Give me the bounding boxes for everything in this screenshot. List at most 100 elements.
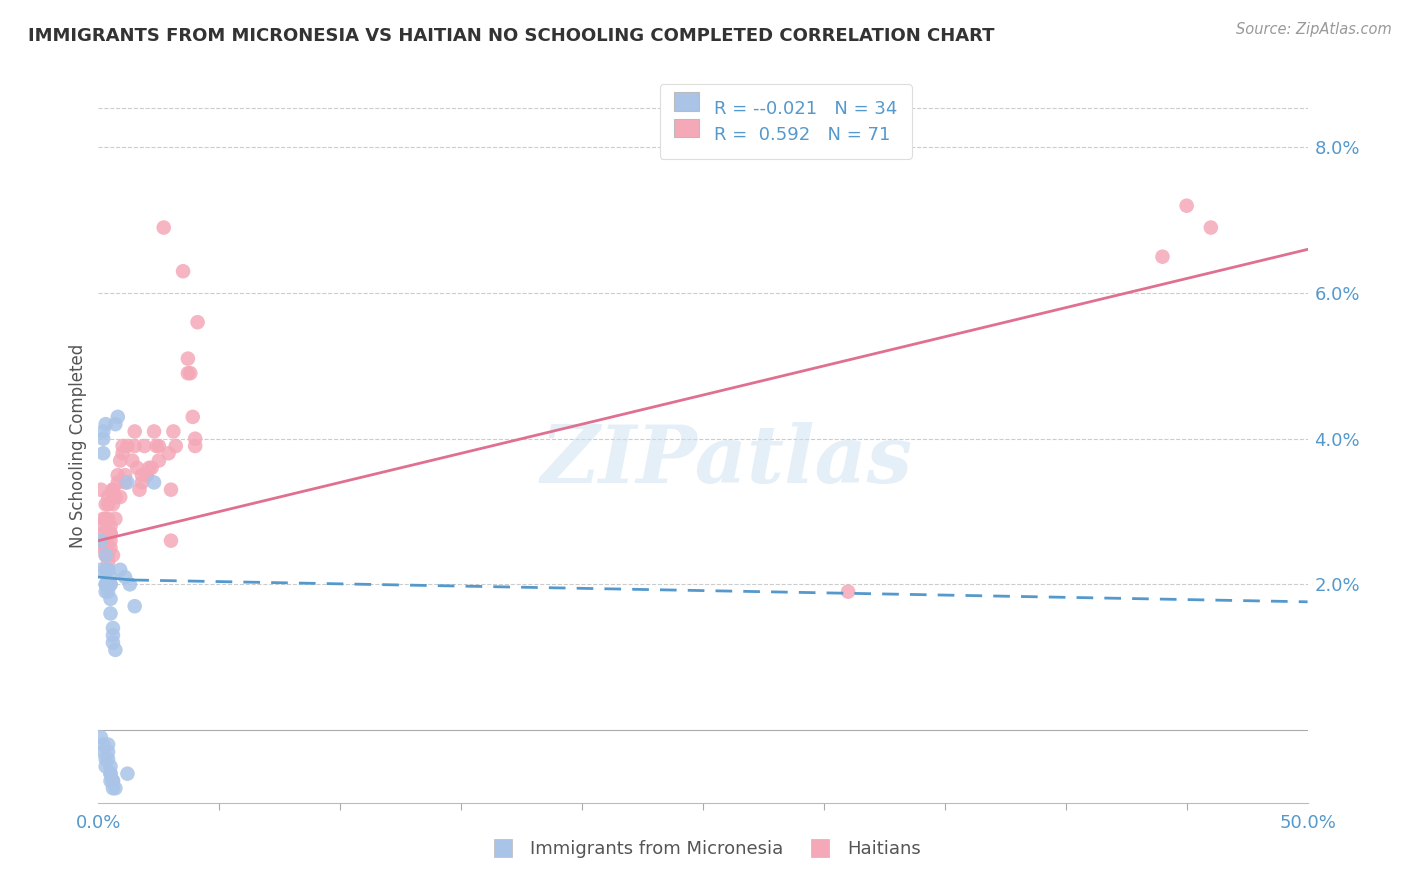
Text: ZIPatlas: ZIPatlas <box>541 422 914 499</box>
Point <box>108 490 131 504</box>
Point <box>94 752 117 766</box>
Point <box>91 745 114 759</box>
Point <box>100 526 122 541</box>
Point <box>187 315 209 329</box>
Point <box>97 584 120 599</box>
Point <box>94 577 117 591</box>
Point <box>90 483 112 497</box>
Point <box>1152 250 1174 264</box>
Point <box>97 556 120 570</box>
Point <box>91 526 114 541</box>
Point <box>114 475 136 490</box>
Point <box>117 439 139 453</box>
Point <box>148 439 170 453</box>
Point <box>97 577 120 591</box>
Point <box>91 512 114 526</box>
Point <box>100 570 122 584</box>
Point <box>145 439 167 453</box>
Point <box>101 628 124 642</box>
Point <box>100 759 122 773</box>
Point <box>91 541 114 555</box>
Point <box>90 533 112 548</box>
Point <box>97 563 120 577</box>
Point <box>104 490 127 504</box>
Point <box>94 512 117 526</box>
Point <box>91 432 114 446</box>
Point <box>100 577 122 591</box>
Point <box>124 425 146 439</box>
Point <box>118 577 141 591</box>
Point <box>111 446 134 460</box>
Point <box>100 519 122 533</box>
Point <box>184 439 207 453</box>
Point <box>97 752 120 766</box>
Point <box>143 425 166 439</box>
Point <box>94 417 117 432</box>
Point <box>128 483 150 497</box>
Point <box>135 468 157 483</box>
Point <box>117 766 139 780</box>
Point <box>101 621 124 635</box>
Point <box>101 635 124 649</box>
Point <box>107 409 129 424</box>
Point <box>104 643 127 657</box>
Point <box>100 591 122 606</box>
Text: IMMIGRANTS FROM MICRONESIA VS HAITIAN NO SCHOOLING COMPLETED CORRELATION CHART: IMMIGRANTS FROM MICRONESIA VS HAITIAN NO… <box>28 27 994 45</box>
Point <box>104 417 127 432</box>
Point <box>101 483 124 497</box>
Point <box>143 475 166 490</box>
Point <box>97 512 120 526</box>
Point <box>94 759 117 773</box>
Point <box>101 490 124 504</box>
Point <box>837 584 859 599</box>
Point <box>131 468 153 483</box>
Point <box>94 563 117 577</box>
Point <box>1175 199 1198 213</box>
Point <box>90 563 112 577</box>
Point <box>91 446 114 460</box>
Point <box>141 460 163 475</box>
Point <box>97 490 120 504</box>
Point <box>94 548 117 562</box>
Point <box>138 460 160 475</box>
Point <box>1199 220 1222 235</box>
Point <box>100 766 122 780</box>
Point <box>97 738 120 752</box>
Point <box>100 607 122 621</box>
Y-axis label: No Schooling Completed: No Schooling Completed <box>69 344 87 548</box>
Point <box>111 439 134 453</box>
Point <box>101 774 124 789</box>
Point <box>90 731 112 745</box>
Point <box>101 781 124 796</box>
Point <box>152 220 174 235</box>
Point <box>104 781 127 796</box>
Point <box>127 460 149 475</box>
Point <box>97 497 120 511</box>
Point <box>100 541 122 555</box>
Point <box>177 351 200 366</box>
Point <box>107 475 129 490</box>
Point <box>94 497 117 511</box>
Point <box>100 526 122 541</box>
Point <box>121 453 143 467</box>
Point <box>107 468 129 483</box>
Point <box>97 548 120 562</box>
Point <box>160 533 183 548</box>
Point <box>124 439 146 453</box>
Point <box>108 563 131 577</box>
Point <box>157 446 180 460</box>
Point <box>181 409 204 424</box>
Point <box>172 264 194 278</box>
Point <box>114 468 136 483</box>
Point <box>124 599 146 614</box>
Point <box>165 439 187 453</box>
Point <box>100 533 122 548</box>
Point <box>148 453 170 467</box>
Point <box>117 475 139 490</box>
Point <box>97 745 120 759</box>
Point <box>94 548 117 562</box>
Point <box>101 497 124 511</box>
Point <box>91 425 114 439</box>
Point <box>94 541 117 555</box>
Point <box>101 548 124 562</box>
